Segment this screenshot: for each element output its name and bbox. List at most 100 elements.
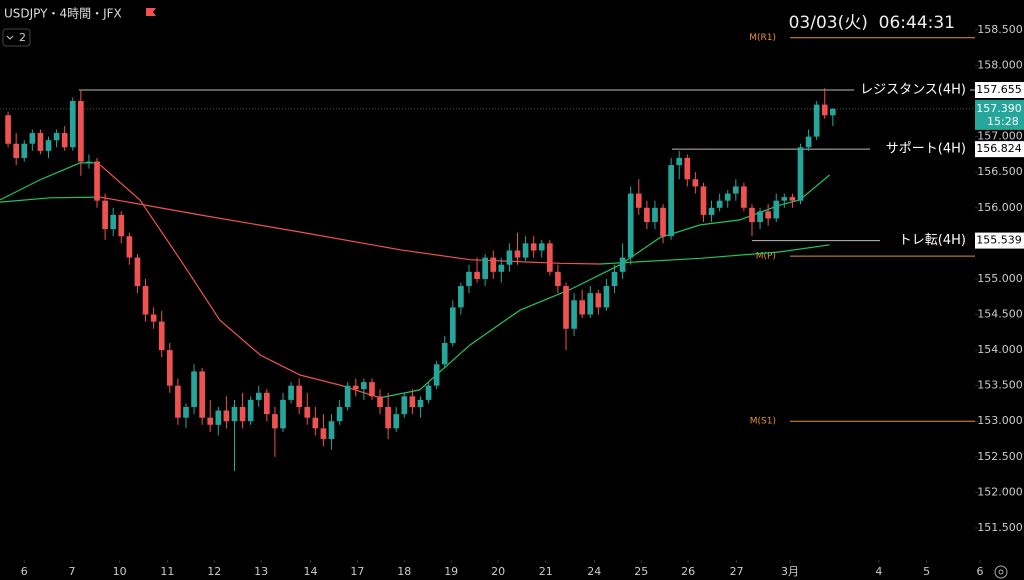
candle-body	[595, 293, 602, 308]
y-tick-label: 156.500	[977, 165, 1023, 178]
candle-body	[805, 136, 812, 148]
y-tick-label: 154.000	[977, 343, 1023, 356]
settings-icon[interactable]	[994, 565, 1008, 579]
candle-body	[708, 207, 715, 215]
candle-body	[401, 396, 408, 415]
candle-body	[369, 382, 375, 397]
candle-body	[506, 250, 513, 265]
last-price-value: 157.390	[976, 102, 1022, 115]
candle-body	[86, 161, 92, 163]
candle-body	[579, 300, 586, 315]
candle-body	[433, 364, 440, 386]
candle-body	[652, 207, 658, 223]
x-tick-label: 18	[397, 565, 411, 578]
candle-body	[61, 133, 68, 148]
candle-body	[296, 385, 303, 408]
pivot-label: M(P)	[756, 252, 776, 262]
candle-body	[126, 236, 133, 258]
label-backing	[854, 82, 970, 98]
y-tick-label: 155.000	[977, 272, 1023, 285]
x-tick-label: 11	[160, 565, 174, 578]
candle-body	[118, 214, 125, 237]
candle-body	[482, 257, 488, 279]
candle-body	[304, 407, 311, 418]
candle-body	[166, 350, 173, 386]
level-label: サポート(4H)	[886, 142, 966, 157]
candle-body	[312, 417, 319, 429]
candle-body	[247, 399, 254, 422]
candle-body	[215, 410, 222, 425]
clock: 03/03(火) 06:44:31	[789, 13, 955, 33]
candle-body	[547, 243, 553, 272]
candle-body	[765, 211, 771, 219]
candle-body	[264, 392, 270, 415]
candle-body	[37, 133, 44, 151]
candle-body	[78, 101, 84, 162]
candle-body	[288, 385, 294, 400]
x-tick-label: 12	[207, 565, 221, 578]
candle-body	[684, 157, 691, 180]
candle-body	[361, 382, 367, 390]
x-tick-label: 5	[923, 565, 930, 578]
candle-body	[668, 165, 674, 237]
x-tick-label: 10	[113, 565, 127, 578]
y-tick-label: 153.500	[977, 379, 1023, 392]
level-value-box	[975, 141, 1024, 158]
moving-average	[100, 196, 601, 265]
x-tick-label: 27	[730, 565, 744, 578]
candle-body	[587, 293, 594, 315]
candle-body	[13, 143, 20, 158]
candle-body	[409, 396, 416, 408]
y-tick-label: 158.000	[977, 58, 1023, 71]
indicator-toggle[interactable]	[2, 28, 31, 47]
candle-body	[474, 271, 480, 279]
candle-body	[490, 257, 497, 272]
candle-body	[102, 200, 108, 230]
candle-body	[175, 385, 181, 418]
candle-body	[449, 307, 456, 343]
moving-average	[0, 162, 101, 201]
level-label: トレ転(4H)	[899, 233, 966, 248]
plot-area: M(R1) M(P) M(S1)	[0, 33, 975, 472]
x-tick-label: 17	[350, 565, 364, 578]
candle-body	[458, 286, 464, 308]
candle-body	[183, 407, 189, 418]
candle-body	[563, 286, 569, 329]
moving-average	[0, 196, 101, 203]
candle-body	[789, 197, 796, 201]
candle-body	[514, 250, 521, 258]
candle-body	[724, 193, 731, 201]
candle-body	[199, 371, 205, 418]
candle-body	[134, 257, 141, 287]
candle-body	[142, 286, 149, 315]
candle-body	[749, 207, 755, 223]
candle-body	[417, 399, 424, 408]
x-tick-label: 13	[254, 565, 268, 578]
flag-icon[interactable]	[146, 8, 156, 16]
candle-body	[69, 101, 76, 148]
moving-average	[599, 244, 830, 265]
last-price-countdown: 15:28	[987, 115, 1019, 128]
candle-body	[336, 407, 343, 422]
candle-body	[110, 214, 117, 230]
candle-body	[385, 407, 391, 429]
candle-body	[272, 414, 278, 429]
candle-body	[280, 399, 286, 429]
x-tick-label: 20	[491, 565, 505, 578]
y-tick-label: 157.000	[977, 130, 1023, 143]
level-label: レジスタンス(4H)	[860, 83, 966, 98]
candle-body	[377, 396, 383, 408]
candle-body	[611, 271, 618, 287]
x-tick-label: 26	[681, 565, 695, 578]
settings-icon-center	[998, 569, 1004, 575]
x-tick-label: 14	[303, 565, 317, 578]
candle-body	[716, 200, 723, 208]
candle-body	[619, 257, 626, 272]
candle-body	[797, 147, 804, 201]
candle-body	[53, 133, 60, 141]
candle-body	[813, 104, 820, 137]
candle-body	[700, 186, 707, 215]
x-tick-label: 7	[68, 565, 75, 578]
